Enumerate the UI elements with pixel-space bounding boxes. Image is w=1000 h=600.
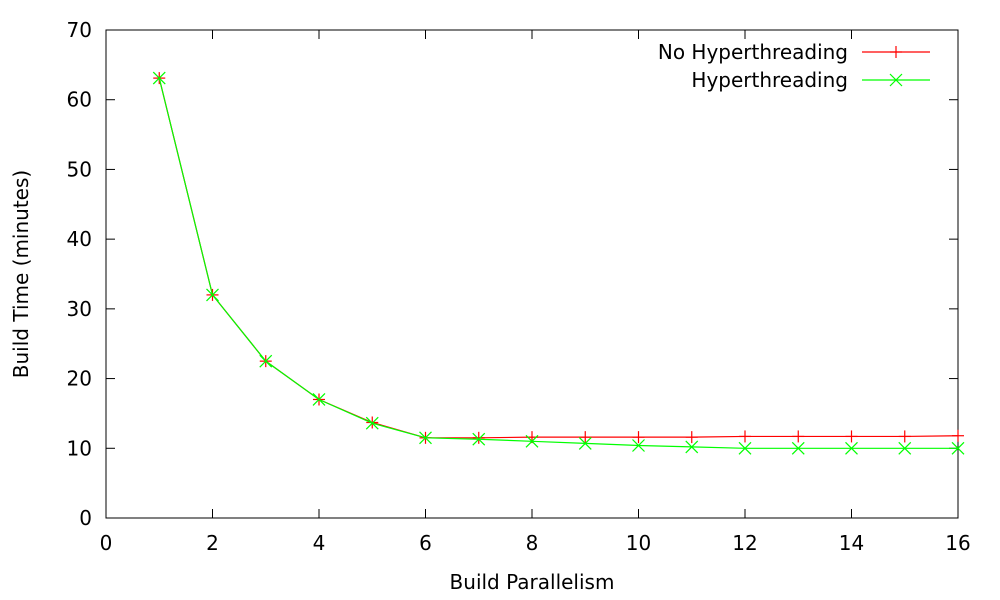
x-axis-title: Build Parallelism xyxy=(450,570,615,594)
y-tick-label-3: 30 xyxy=(67,297,92,321)
series-0-point-13 xyxy=(845,430,858,443)
legend: No Hyperthreading Hyperthreading xyxy=(658,40,930,92)
series-0 xyxy=(153,72,964,444)
series-1-point-13 xyxy=(845,441,858,455)
x-tick-label-8: 16 xyxy=(945,531,970,555)
series-0-point-12 xyxy=(792,430,805,443)
x-axis: 0 2 4 6 8 10 12 14 16 xyxy=(100,30,971,555)
series-1-point-10 xyxy=(685,440,699,454)
series-0-point-15 xyxy=(952,429,964,442)
series-0-point-9 xyxy=(632,431,645,444)
y-axis: 0 10 20 30 40 50 60 70 xyxy=(67,18,958,530)
legend-entry-0: No Hyperthreading xyxy=(658,40,930,64)
y-axis-title: Build Time (minutes) xyxy=(9,170,33,378)
series-1-point-0 xyxy=(152,71,166,85)
x-tick-label-3: 6 xyxy=(419,531,432,555)
series-1-point-5 xyxy=(419,431,432,445)
legend-marker-0 xyxy=(890,46,902,58)
x-tick-label-4: 8 xyxy=(526,531,539,555)
x-tick-label-1: 2 xyxy=(206,531,219,555)
y-tick-label-5: 50 xyxy=(67,157,92,181)
series-1 xyxy=(152,71,965,455)
series-1-point-11 xyxy=(738,441,752,455)
series-1-point-8 xyxy=(578,436,592,450)
y-tick-label-7: 70 xyxy=(67,18,92,42)
series-0-point-6 xyxy=(472,431,485,444)
x-tick-label-2: 4 xyxy=(313,531,326,555)
series-1-point-7 xyxy=(525,434,539,448)
x-tick-label-6: 12 xyxy=(732,531,757,555)
series-0-point-8 xyxy=(579,431,592,444)
series-0-point-14 xyxy=(898,430,911,443)
x-tick-label-0: 0 xyxy=(100,531,113,555)
legend-label-0: No Hyperthreading xyxy=(658,40,848,64)
series-1-point-4 xyxy=(365,416,379,430)
x-tick-label-7: 14 xyxy=(839,531,864,555)
series-1-point-6 xyxy=(472,432,486,446)
series-line-1 xyxy=(158,77,958,449)
series-1-point-2 xyxy=(259,354,273,368)
legend-label-1: Hyperthreading xyxy=(691,68,848,92)
series-1-point-15 xyxy=(951,441,965,455)
series-line-0 xyxy=(158,77,959,439)
x-tick-label-5: 10 xyxy=(626,531,651,555)
series-layer xyxy=(152,71,965,455)
y-tick-label-2: 20 xyxy=(67,367,92,391)
series-1-point-1 xyxy=(206,288,219,302)
series-0-point-10 xyxy=(685,431,698,444)
series-0-point-11 xyxy=(739,430,751,443)
y-tick-label-6: 60 xyxy=(67,88,92,112)
series-1-point-12 xyxy=(791,441,805,455)
y-tick-label-0: 0 xyxy=(79,506,92,530)
series-1-point-3 xyxy=(312,393,326,406)
legend-entry-1: Hyperthreading xyxy=(691,68,930,92)
plot-frame xyxy=(105,29,959,519)
y-tick-label-1: 10 xyxy=(67,436,92,460)
series-1-point-14 xyxy=(898,441,912,455)
legend-marker-1 xyxy=(889,73,903,87)
y-tick-label-4: 40 xyxy=(67,227,92,251)
series-1-point-9 xyxy=(632,439,645,452)
